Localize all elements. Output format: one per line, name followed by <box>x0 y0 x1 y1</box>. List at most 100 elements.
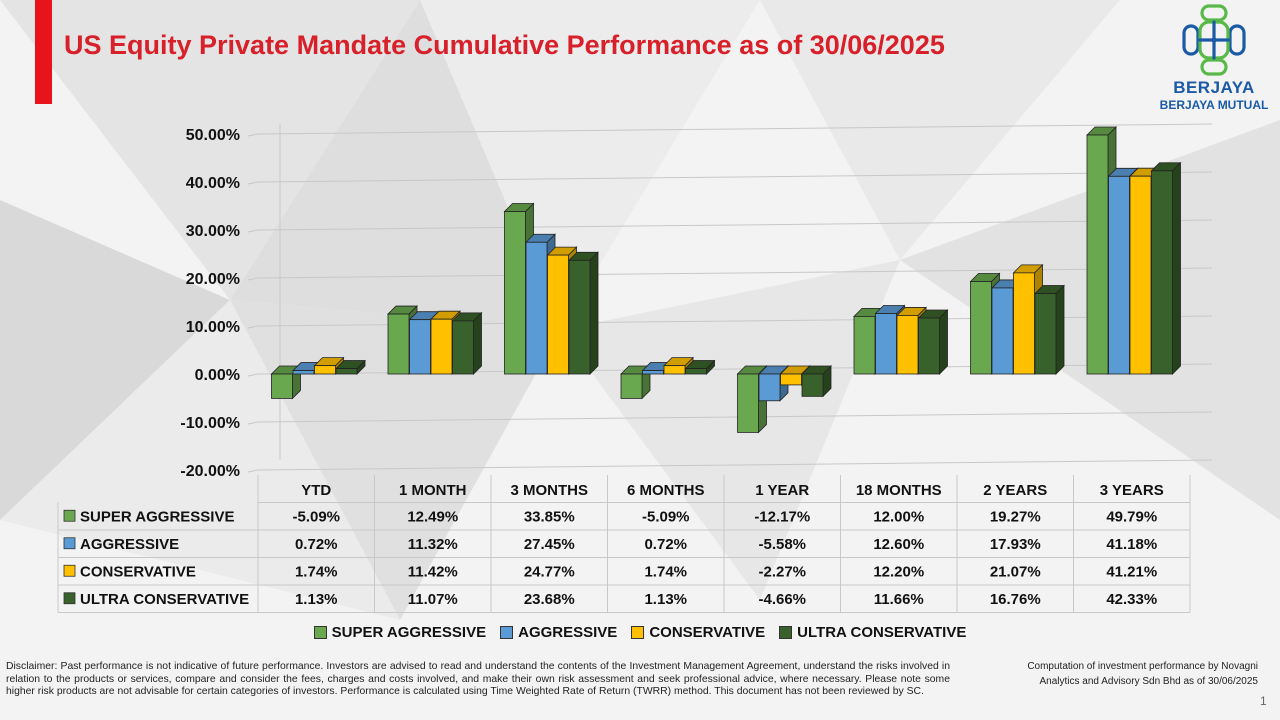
y-tick-label: 20.00% <box>186 271 240 288</box>
table-value: 49.79% <box>1106 508 1157 525</box>
bar <box>1034 284 1065 375</box>
table-value: 17.93% <box>990 536 1041 553</box>
berjaya-logo-icon <box>1182 4 1246 76</box>
title-accent-bar <box>35 0 52 104</box>
bar <box>568 251 599 375</box>
logo-wordmark: BERJAYA <box>1173 78 1255 97</box>
y-axis: 50.00% 40.00% 30.00% 20.00% 10.00% 0.00% -10.0… <box>180 127 240 480</box>
table-value: 1.13% <box>644 591 687 608</box>
legend-swatch-ultra-conservative <box>779 626 793 639</box>
legend-label-ultra-conservative: ULTRA CONSERVATIVE <box>797 624 967 641</box>
table-value: -5.58% <box>758 536 806 553</box>
gridline <box>257 123 1213 135</box>
table-value: 11.66% <box>874 591 924 608</box>
table-value: 41.21% <box>1106 563 1157 580</box>
table-value: 11.42% <box>408 563 458 580</box>
legend-item-super-aggressive: SUPER AGGRESSIVE <box>313 624 487 641</box>
table-value: -5.09% <box>642 508 690 525</box>
table-value: 41.18% <box>1106 536 1157 553</box>
legend-item-conservative: CONSERVATIVE <box>631 624 765 641</box>
table-series-swatch <box>63 592 76 605</box>
gridline <box>257 267 1213 279</box>
legend-swatch-conservative <box>631 626 645 639</box>
table-value: 1.74% <box>644 563 687 580</box>
gridline <box>257 219 1213 231</box>
table-value: 12.00% <box>873 508 924 525</box>
page-title: US Equity Private Mandate Cumulative Per… <box>64 30 945 60</box>
y-tick-label: 50.00% <box>186 127 240 144</box>
table-value: 11.07% <box>408 591 458 608</box>
table-value: 19.27% <box>990 508 1041 525</box>
table-series-swatch <box>63 537 76 550</box>
x-category-label: 6 MONTHS <box>627 482 705 499</box>
data-table: YTD 1 MONTH 3 MONTHS 6 MONTHS 1 YEAR 18 MONTH… <box>57 475 1191 613</box>
legend-item-ultra-conservative: ULTRA CONSERVATIVE <box>779 624 966 641</box>
gridline-stub <box>247 469 259 473</box>
gridline-stub <box>247 325 259 329</box>
logo-subtitle: BERJAYA MUTUAL <box>1159 98 1269 112</box>
gridline <box>257 411 1213 423</box>
bar <box>1150 161 1182 375</box>
table-value: 12.60% <box>873 536 924 553</box>
x-category-label: 18 MONTHS <box>856 482 942 499</box>
table-series-name: ULTRA CONSERVATIVE <box>80 591 249 608</box>
x-category-label: YTD <box>301 482 331 499</box>
table-value: -5.09% <box>292 508 340 525</box>
table-value: 0.72% <box>644 536 687 553</box>
table-value: 42.33% <box>1106 591 1157 608</box>
table-value: 21.07% <box>990 563 1041 580</box>
bar <box>684 359 716 375</box>
company-logo: BERJAYA BERJAYA MUTUAL <box>1150 2 1278 114</box>
gridline <box>257 459 1213 471</box>
table-value: 12.49% <box>407 508 458 525</box>
gridline-stub <box>247 277 259 281</box>
table-value: 11.32% <box>408 536 458 553</box>
legend-label-aggressive: AGGRESSIVE <box>518 624 618 641</box>
x-category-label: 3 YEARS <box>1100 482 1164 499</box>
table-value: 16.76% <box>990 591 1041 608</box>
gridline <box>257 171 1213 183</box>
table-value: 23.68% <box>524 591 575 608</box>
y-tick-label: 10.00% <box>186 319 240 336</box>
legend-label-super-aggressive: SUPER AGGRESSIVE <box>331 624 487 641</box>
bar <box>451 311 483 375</box>
computation-note: Computation of investment performance by… <box>1027 661 1258 687</box>
table-value: 1.74% <box>295 563 338 580</box>
y-tick-label: -10.00% <box>180 415 240 432</box>
bar <box>801 365 832 398</box>
y-tick-label: 0.00% <box>195 367 240 384</box>
table-value: -12.17% <box>754 508 810 525</box>
gridline-stub <box>247 181 259 185</box>
legend-label-conservative: CONSERVATIVE <box>649 624 766 641</box>
table-value: 12.20% <box>873 563 924 580</box>
x-category-label: 3 MONTHS <box>510 482 588 499</box>
x-category-label: 2 YEARS <box>983 482 1047 499</box>
table-value: 1.13% <box>295 591 338 608</box>
gridline-stub <box>247 421 259 425</box>
bar <box>917 309 949 375</box>
gridline-stub <box>247 229 259 233</box>
legend-swatch-super-aggressive <box>313 626 327 639</box>
chart-legend: SUPER AGGRESSIVE AGGRESSIVE CONSERVATIVE… <box>0 624 1280 641</box>
legend-swatch-aggressive <box>500 626 514 639</box>
table-value: 0.72% <box>295 536 338 553</box>
y-tick-label: -20.00% <box>180 463 240 480</box>
chart-bars <box>270 126 1182 434</box>
table-value: -2.27% <box>758 563 806 580</box>
table-series-swatch <box>63 509 76 522</box>
gridline-stub <box>247 373 259 377</box>
table-value: 33.85% <box>524 508 575 525</box>
y-tick-label: 30.00% <box>186 223 240 240</box>
table-series-name: SUPER AGGRESSIVE <box>80 508 234 525</box>
y-tick-label: 40.00% <box>186 175 240 192</box>
chart-gridlines <box>247 123 1213 473</box>
page-number: 1 <box>1260 694 1267 708</box>
legend-item-aggressive: AGGRESSIVE <box>500 624 617 641</box>
x-category-label: 1 MONTH <box>399 482 467 499</box>
table-series-name: AGGRESSIVE <box>80 536 179 553</box>
table-value: 27.45% <box>524 536 575 553</box>
disclaimer-text: Disclaimer: Past performance is not indi… <box>6 661 950 697</box>
gridline-stub <box>247 133 259 137</box>
